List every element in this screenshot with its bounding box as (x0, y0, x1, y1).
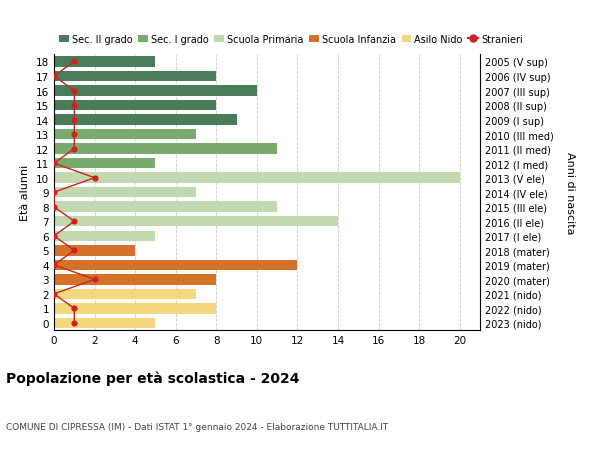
Y-axis label: Età alunni: Età alunni (20, 165, 31, 221)
Bar (54, 289, 196, 299)
Text: COMUNE DI CIPRESSA (IM) - Dati ISTAT 1° gennaio 2024 - Elaborazione TUTTITALIA.I: COMUNE DI CIPRESSA (IM) - Dati ISTAT 1° … (6, 422, 388, 431)
Bar (54, 318, 155, 329)
Bar (54, 231, 155, 241)
Bar (54, 129, 196, 140)
Bar (54, 86, 257, 96)
Bar (54, 57, 155, 67)
Bar (54, 72, 216, 82)
Bar (54, 115, 236, 125)
Bar (54, 217, 338, 227)
Bar (54, 188, 196, 198)
Bar (54, 274, 216, 285)
Bar (54, 202, 277, 213)
Legend: Sec. II grado, Sec. I grado, Scuola Primaria, Scuola Infanzia, Asilo Nido, Stran: Sec. II grado, Sec. I grado, Scuola Prim… (59, 35, 523, 45)
Bar (54, 144, 277, 155)
Bar (54, 101, 216, 111)
Text: Popolazione per età scolastica - 2024: Popolazione per età scolastica - 2024 (6, 371, 299, 386)
Bar (54, 260, 298, 270)
Bar (54, 173, 460, 184)
Bar (54, 303, 216, 314)
Bar (54, 158, 155, 169)
Y-axis label: Anni di nascita: Anni di nascita (565, 151, 575, 234)
Bar (54, 246, 135, 256)
